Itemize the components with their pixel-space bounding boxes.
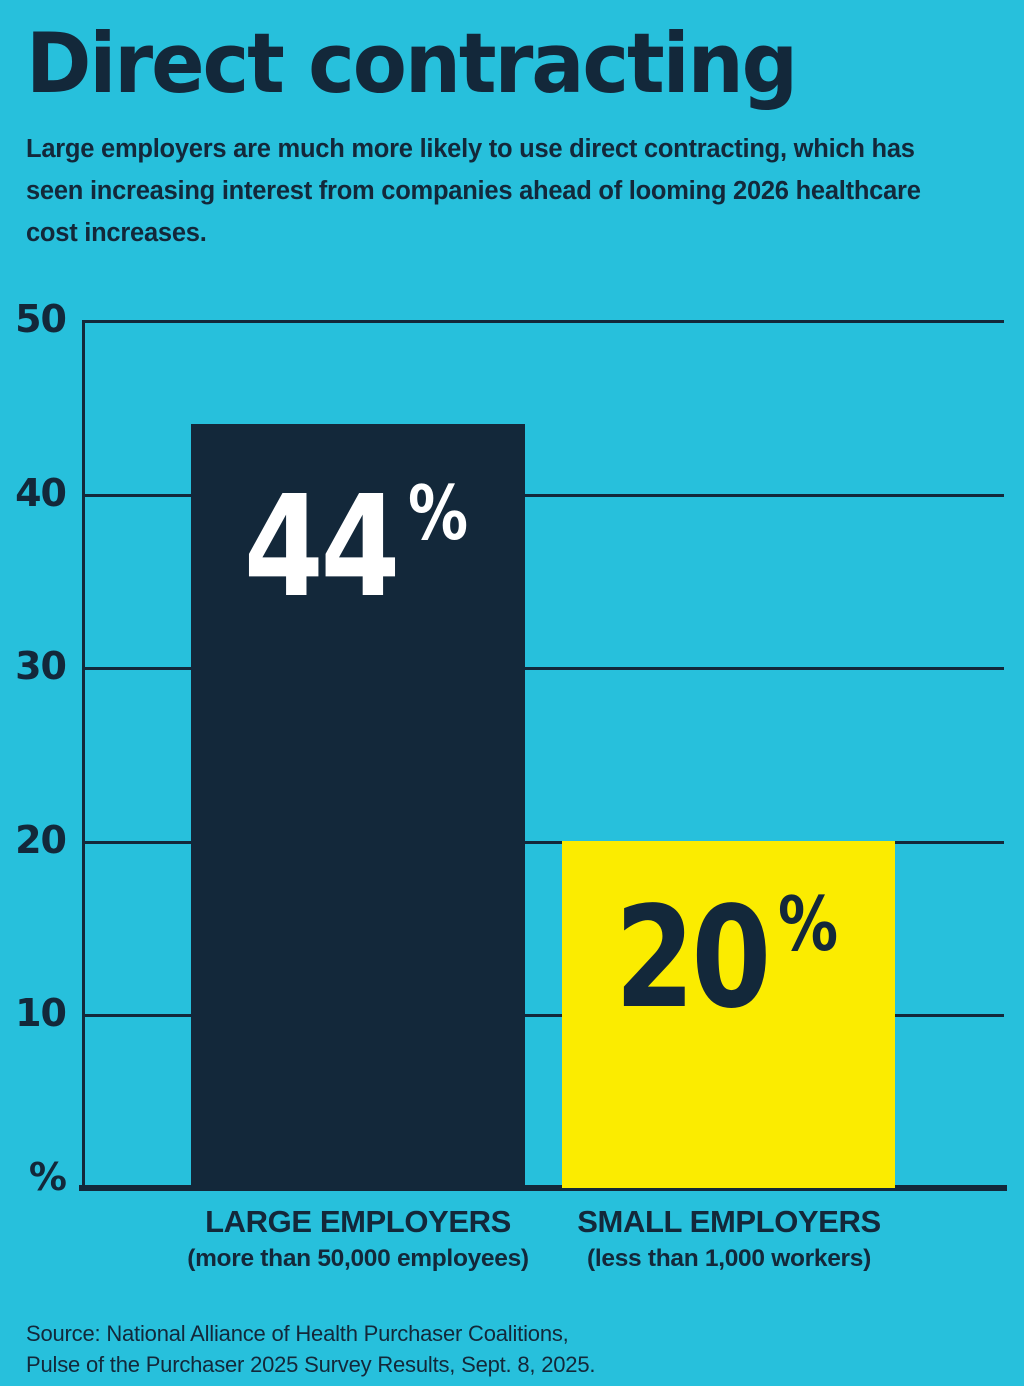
bar-small-employers-percent-sign: % [778,880,839,968]
page-title: Direct contracting [26,15,798,112]
x-label-small-employers: SMALL EMPLOYERS (less than 1,000 workers… [529,1203,929,1276]
source-note: Source: National Alliance of Health Purc… [26,1318,595,1380]
x-label-large-employers-main: LARGE EMPLOYERS [205,1204,511,1239]
x-label-small-employers-sub: (less than 1,000 workers) [587,1245,871,1272]
plot-area [82,320,1004,1188]
y-axis-ticks: 50 40 30 20 10 % [0,297,1024,1199]
source-note-line-1: Source: National Alliance of Health Purc… [26,1321,569,1346]
bar-large-employers: 44% [191,424,525,1188]
y-tick-10: 10 [15,991,67,1036]
y-tick-30: 30 [15,644,67,689]
y-tick-percent: % [28,1155,67,1200]
bar-large-employers-value-label: 44% [191,466,525,629]
bar-small-employers: 20% [562,841,895,1188]
bar-large-employers-value: 44 [243,466,400,629]
x-label-large-employers: LARGE EMPLOYERS (more than 50,000 employ… [148,1203,568,1276]
source-note-line-2: Pulse of the Purchaser 2025 Survey Resul… [26,1352,596,1377]
y-axis-line [82,320,85,1191]
y-tick-40: 40 [15,470,67,515]
gridline-50 [82,320,1004,323]
gridline-30 [82,667,1004,671]
x-label-small-employers-main: SMALL EMPLOYERS [577,1204,881,1239]
gridline-40 [82,493,1004,497]
bar-small-employers-value-label: 20% [562,877,895,1040]
gridline-20 [82,840,1004,844]
y-tick-50: 50 [15,297,67,342]
bar-large-employers-percent-sign: % [407,469,468,557]
y-tick-20: 20 [15,817,67,862]
gridline-10 [82,1014,1004,1018]
page-subtitle: Large employers are much more likely to … [26,135,921,247]
x-axis-line [79,1185,1007,1191]
bar-small-employers-value: 20 [614,877,770,1040]
x-label-large-employers-sub: (more than 50,000 employees) [187,1245,529,1272]
header: Direct contracting Large employers are m… [26,18,991,254]
